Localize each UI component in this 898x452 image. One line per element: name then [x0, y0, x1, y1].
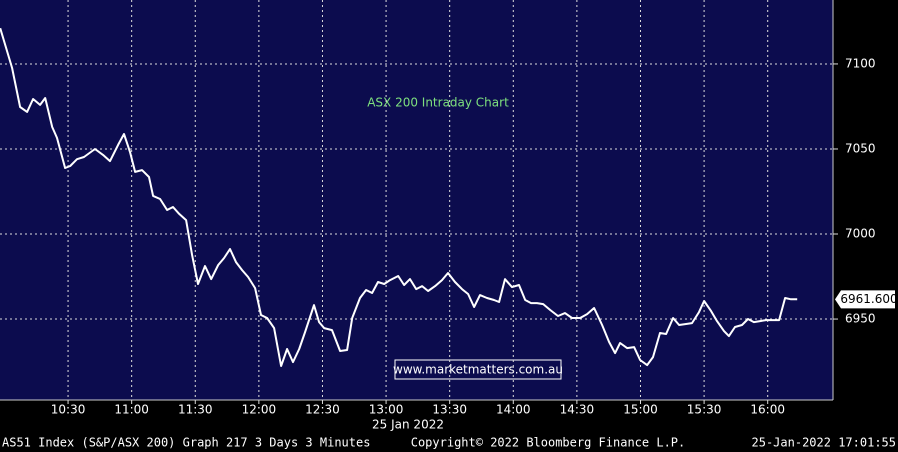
y-tick-label: 6950: [845, 312, 876, 326]
y-tick-label: 7050: [845, 141, 876, 155]
x-tick-label: 12:00: [242, 403, 277, 417]
last-value-label: 6961.600: [840, 292, 897, 306]
footer-right: 25-Jan-2022 17:01:55: [752, 436, 897, 450]
annotation-box: [394, 359, 562, 380]
x-tick-label: 12:30: [305, 403, 340, 417]
x-tick-label: 14:30: [560, 403, 595, 417]
footer-left: AS51 Index (S&P/ASX 200) Graph 217 3 Day…: [2, 436, 370, 450]
x-tick-label: 13:30: [432, 403, 467, 417]
y-tick-label: 7000: [845, 227, 876, 241]
last-value-box: [835, 290, 895, 309]
x-tick-label: 15:30: [687, 403, 722, 417]
price-line: [0, 27, 798, 367]
x-tick-label: 10:30: [51, 403, 86, 417]
x-tick-label: 11:30: [178, 403, 213, 417]
annotation: www.marketmatters.com.au: [393, 363, 563, 377]
footer-center: Copyright© 2022 Bloomberg Finance L.P.: [411, 436, 686, 450]
chart-title: ASX 200 Intraday Chart: [367, 96, 509, 110]
date-label: 25 Jan 2022: [372, 418, 444, 432]
x-tick-label: 11:00: [114, 403, 149, 417]
x-tick-label: 16:00: [750, 403, 785, 417]
x-tick-label: 15:00: [623, 403, 658, 417]
x-tick-label: 14:00: [496, 403, 531, 417]
y-tick-label: 7100: [845, 56, 876, 70]
plot-area: [0, 0, 833, 400]
x-tick-label: 13:00: [369, 403, 404, 417]
